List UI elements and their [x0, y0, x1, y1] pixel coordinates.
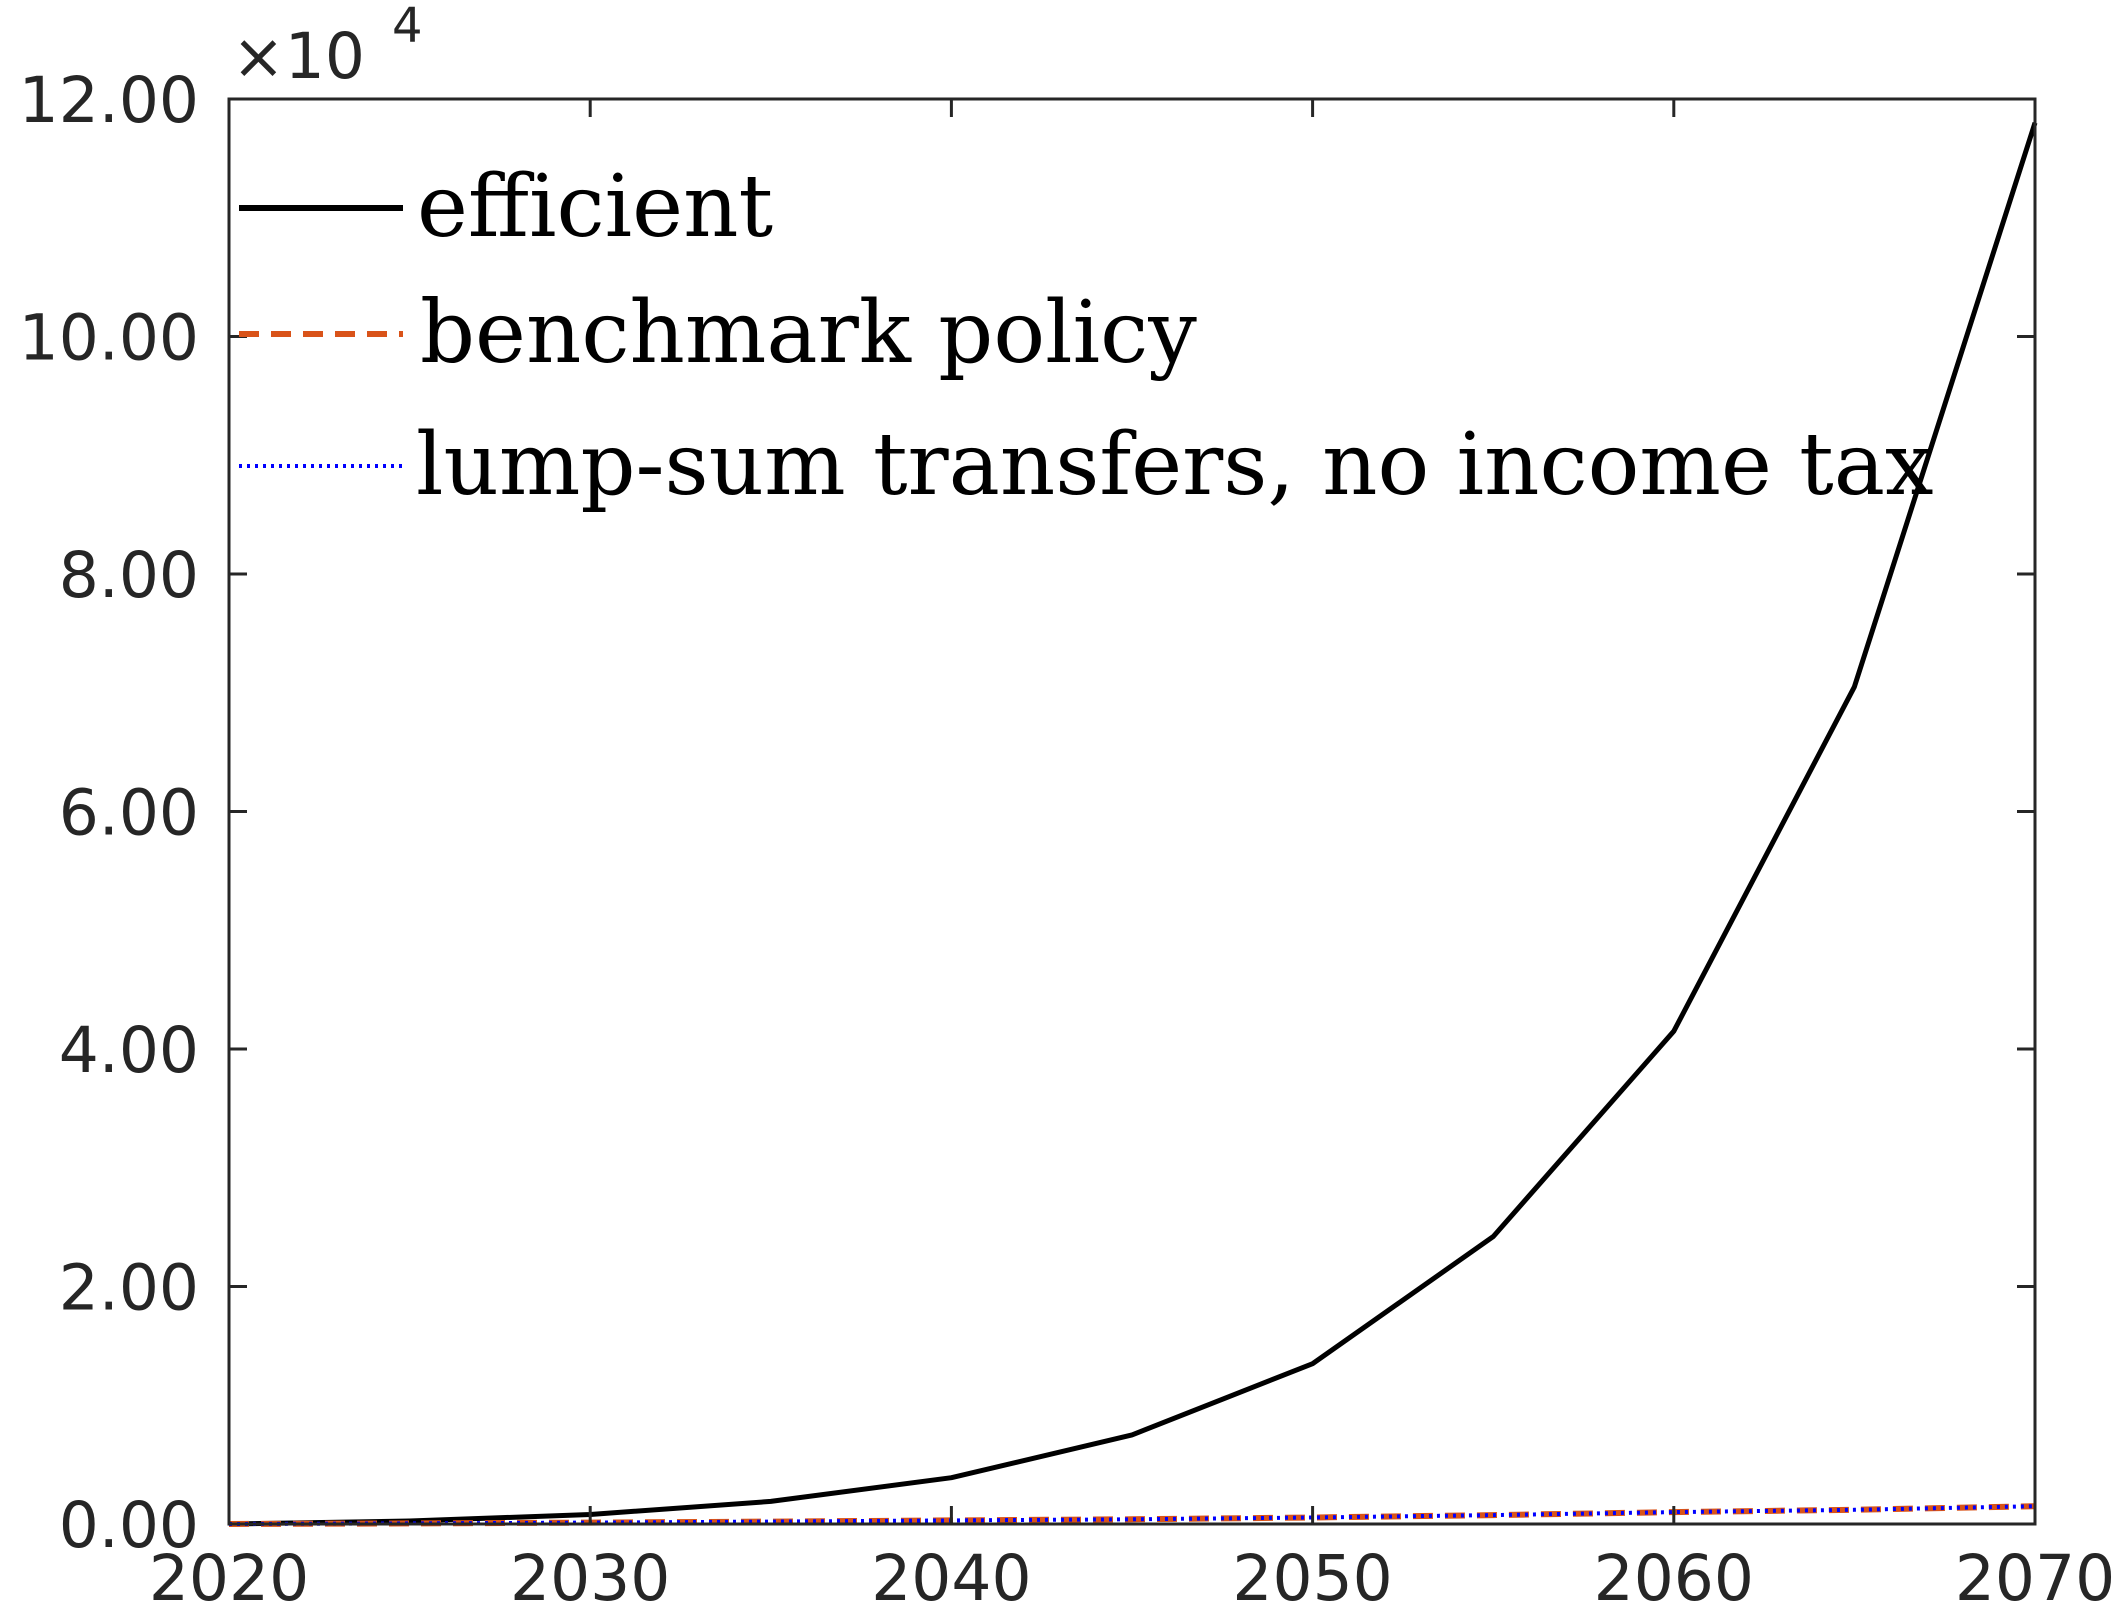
ticks-layer — [227, 97, 2037, 1526]
x-tick-label-0: 2020 — [149, 1542, 309, 1615]
y-tick-label-6: 12.00 — [19, 64, 199, 137]
x-tick-label-3: 2050 — [1232, 1542, 1392, 1615]
y-tick-label-4: 8.00 — [59, 539, 199, 612]
plot-area — [229, 99, 2035, 1524]
x-tick-labels: 2020 2030 2040 2050 2060 2070 — [149, 1542, 2115, 1615]
series-line-0 — [228, 122, 2038, 1527]
legend-label-efficient: efficient — [417, 157, 773, 257]
y-tick-label-0: 0.00 — [59, 1489, 199, 1562]
legend-label-lump-sum-transfers: lump-sum transfers, no income tax — [416, 415, 1934, 515]
series-line-2 — [228, 1504, 2036, 1526]
x-tick-label-2: 2040 — [871, 1542, 1031, 1615]
x-tick-label-4: 2060 — [1594, 1542, 1754, 1615]
x-tick-label-5: 2070 — [1955, 1542, 2115, 1615]
x-tick-label-1: 2030 — [510, 1542, 670, 1615]
y-tick-labels: 0.00 2.00 4.00 6.00 8.00 10.00 12.00 — [19, 64, 199, 1562]
y-exponent-power: 4 — [392, 0, 423, 54]
y-tick-label-2: 4.00 — [59, 1014, 199, 1087]
y-exponent-label: ×10 4 — [232, 0, 423, 93]
y-exponent-base: ×10 — [232, 20, 365, 93]
legend-label-benchmark-policy: benchmark policy — [420, 283, 1197, 383]
legend: efficient benchmark policy lump-sum tran… — [239, 157, 1934, 515]
y-tick-label-5: 10.00 — [19, 302, 199, 375]
y-tick-label-3: 6.00 — [59, 777, 199, 850]
y-tick-label-1: 2.00 — [59, 1252, 199, 1325]
